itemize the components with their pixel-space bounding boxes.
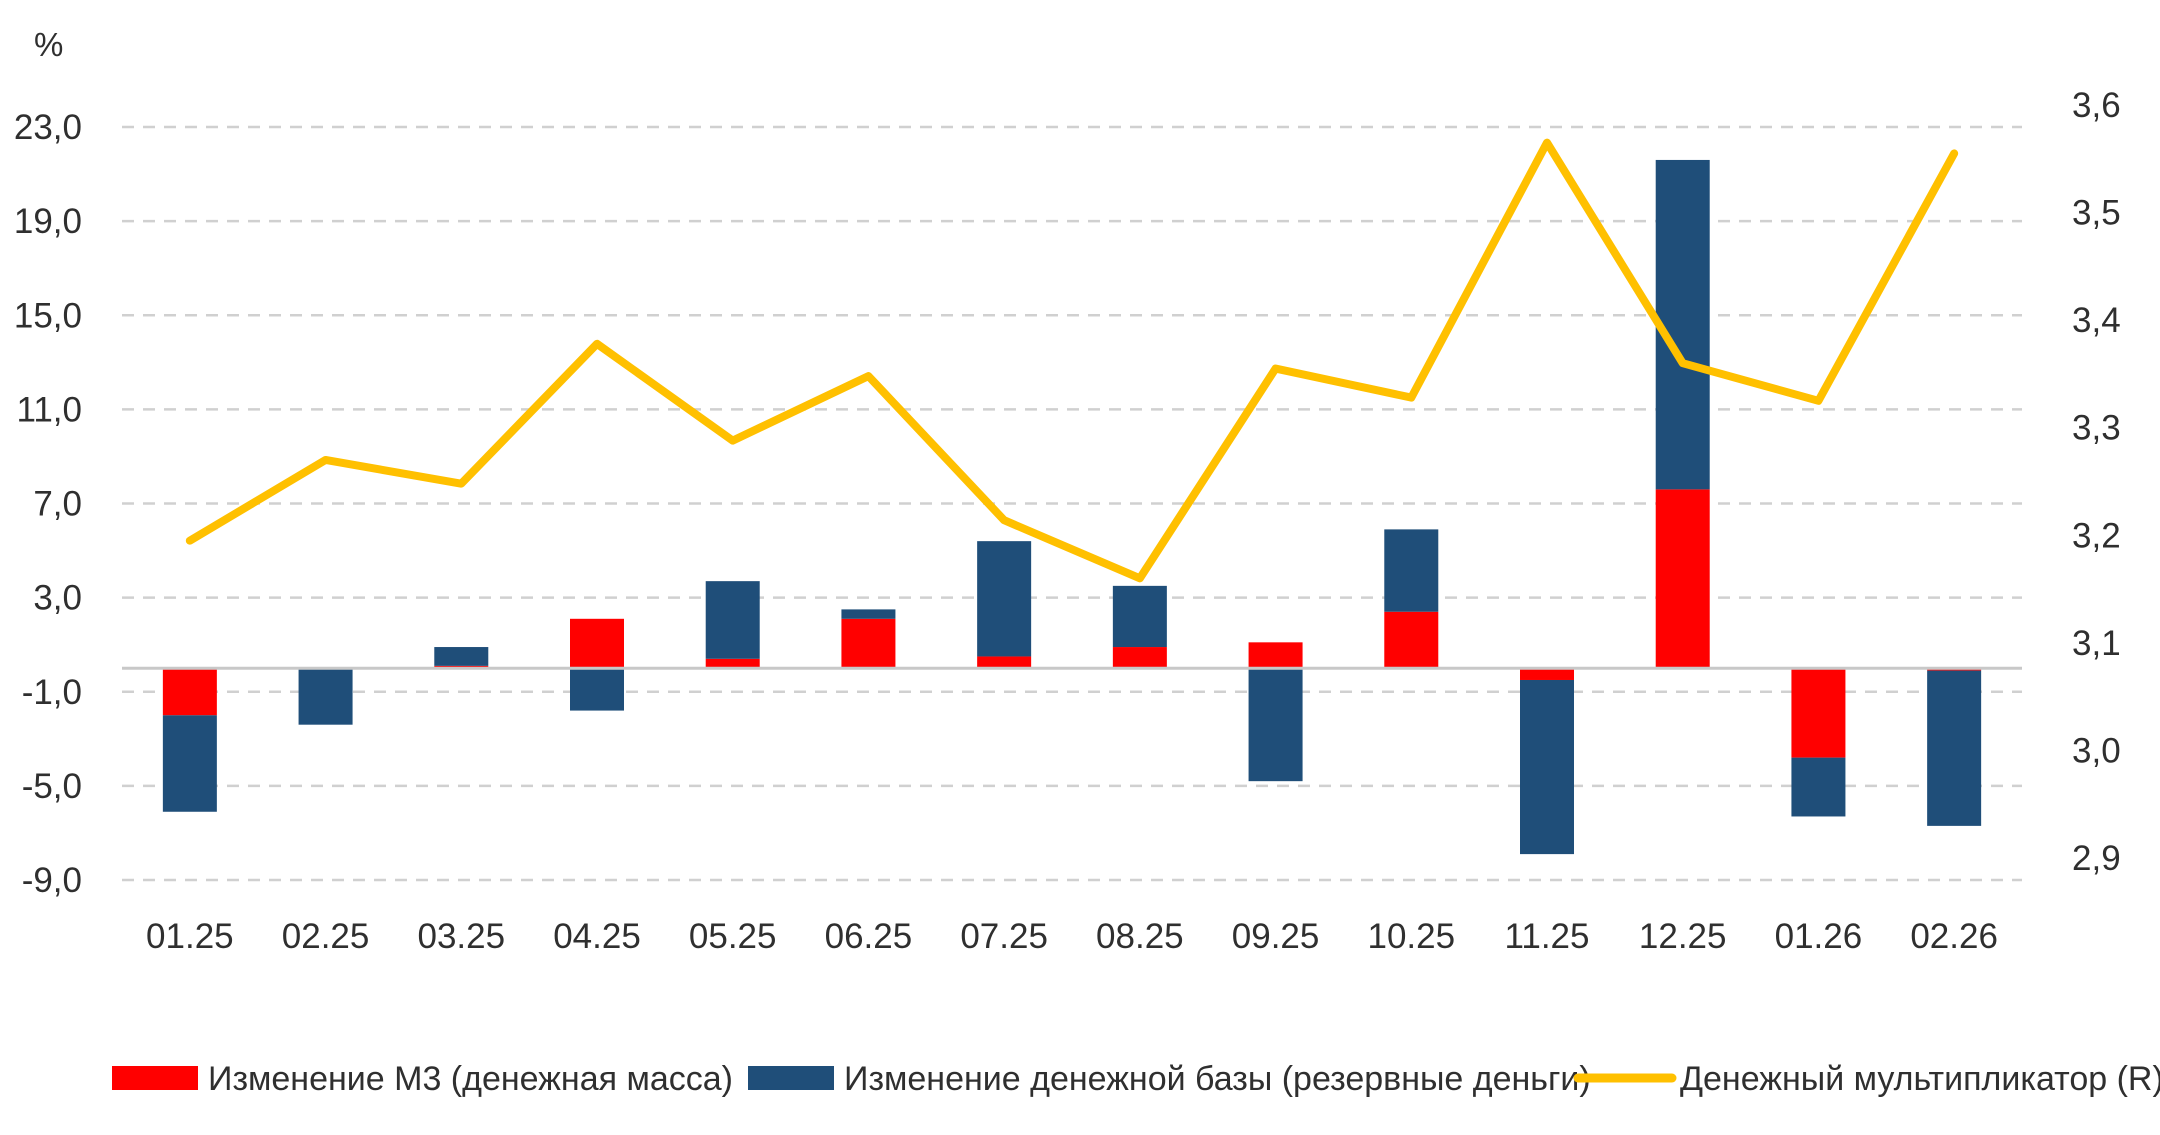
bar-base-02.25 <box>298 668 353 725</box>
legend-label: Денежный мультипликатор (R) <box>1680 1060 2160 1098</box>
x-tick-label: 03.25 <box>417 917 505 956</box>
bar-m3-10.25 <box>1384 611 1439 669</box>
x-tick-label: 02.26 <box>1910 917 1998 956</box>
x-axis: 01.25 02.25 03.25 04.25 05.25 06.25 07.25 08.25… <box>146 917 1998 956</box>
bar-base-08.25 <box>1112 585 1167 648</box>
multiplier-point <box>186 537 194 545</box>
left-tick-label: 3,0 <box>33 579 82 618</box>
line-layer <box>185 138 1959 583</box>
right-tick-label: 3,6 <box>2072 86 2121 125</box>
legend-label: Изменение М3 (денежная масса) <box>208 1060 733 1098</box>
grid-layer <box>122 125 2022 882</box>
bar-base-11.25 <box>1520 679 1574 855</box>
bar-base-04.25 <box>570 668 624 711</box>
bar-base-05.25 <box>705 581 760 659</box>
bar-m3-06.25 <box>841 618 896 669</box>
multiplier-point <box>1000 516 1008 524</box>
x-tick-label: 11.25 <box>1505 917 1590 956</box>
right-axis: 3,6 3,5 3,4 3,3 3,2 3,1 3,0 2,9 <box>2072 86 2121 878</box>
left-tick-label: -1,0 <box>22 673 82 712</box>
multiplier-point <box>1407 394 1415 402</box>
multiplier-point <box>322 456 330 464</box>
x-tick-label: 05.25 <box>689 917 777 956</box>
x-tick-label: 01.25 <box>146 917 234 956</box>
bar-m3-09.25 <box>1248 642 1303 669</box>
bar-m3-12.25 <box>1655 489 1710 669</box>
multiplier-point <box>1543 139 1551 147</box>
x-tick-label: 07.25 <box>960 917 1048 956</box>
bar-m3-04.25 <box>570 618 624 669</box>
multiplier-point <box>1136 574 1144 582</box>
multiplier-point <box>1272 365 1280 373</box>
left-tick-label: 11,0 <box>16 390 82 429</box>
left-tick-label: 15,0 <box>14 296 82 335</box>
multiplier-point <box>1950 149 1958 157</box>
x-tick-label: 12.25 <box>1639 917 1727 956</box>
x-tick-label: 06.25 <box>825 917 913 956</box>
bar-base-06.25 <box>841 609 896 619</box>
bar-base-09.25 <box>1248 668 1303 782</box>
x-tick-label: 01.26 <box>1775 917 1863 956</box>
right-tick-label: 3,3 <box>2072 409 2121 448</box>
legend-swatch <box>748 1066 834 1090</box>
bar-m3-07.25 <box>977 656 1032 669</box>
multiplier-point <box>457 480 465 488</box>
legend: Изменение М3 (денежная масса) Изменение д… <box>112 1060 2160 1098</box>
bar-base-10.25 <box>1384 529 1439 612</box>
left-axis-unit: % <box>34 26 63 63</box>
bar-base-07.25 <box>977 541 1032 657</box>
right-tick-label: 3,2 <box>2072 516 2121 555</box>
right-tick-label: 3,5 <box>2072 194 2121 233</box>
legend-label: Изменение денежной базы (резервные деньг… <box>844 1060 1591 1098</box>
x-tick-label: 02.25 <box>282 917 370 956</box>
bar-base-02.26 <box>1927 670 1982 826</box>
right-tick-label: 3,0 <box>2072 731 2121 770</box>
left-tick-label: 23,0 <box>14 108 82 147</box>
bar-m3-05.25 <box>705 658 760 669</box>
right-tick-label: 3,1 <box>2072 624 2121 663</box>
bar-m3-08.25 <box>1112 647 1167 669</box>
x-tick-label: 04.25 <box>553 917 641 956</box>
multiplier-point <box>593 340 601 348</box>
bar-base-01.25 <box>162 715 217 812</box>
x-tick-label: 09.25 <box>1232 917 1320 956</box>
bar-m3-01.26 <box>1791 668 1846 758</box>
legend-swatch <box>112 1066 198 1090</box>
bars-layer <box>162 159 1982 855</box>
left-tick-label: 7,0 <box>33 485 82 524</box>
bar-m3-01.25 <box>162 668 217 716</box>
multiplier-point <box>1814 397 1822 405</box>
bar-base-12.25 <box>1655 159 1710 490</box>
multiplier-point <box>864 372 872 380</box>
x-tick-label: 10.25 <box>1367 917 1455 956</box>
x-tick-label: 08.25 <box>1096 917 1184 956</box>
bar-base-03.25 <box>434 647 489 666</box>
multiplier-point <box>729 437 737 445</box>
multiplier-line <box>185 138 1959 583</box>
right-tick-label: 2,9 <box>2072 839 2121 878</box>
right-tick-label: 3,4 <box>2072 301 2121 340</box>
left-tick-label: -9,0 <box>22 861 82 900</box>
left-tick-label: -5,0 <box>22 767 82 806</box>
bar-m3-11.25 <box>1520 668 1574 680</box>
left-tick-label: 19,0 <box>14 202 82 241</box>
bar-base-01.26 <box>1791 757 1846 817</box>
left-axis: 23,0 19,0 15,0 11,0 7,0 3,0 -1,0 -5,0 -9,0 <box>14 108 82 900</box>
multiplier-point <box>1679 359 1687 367</box>
